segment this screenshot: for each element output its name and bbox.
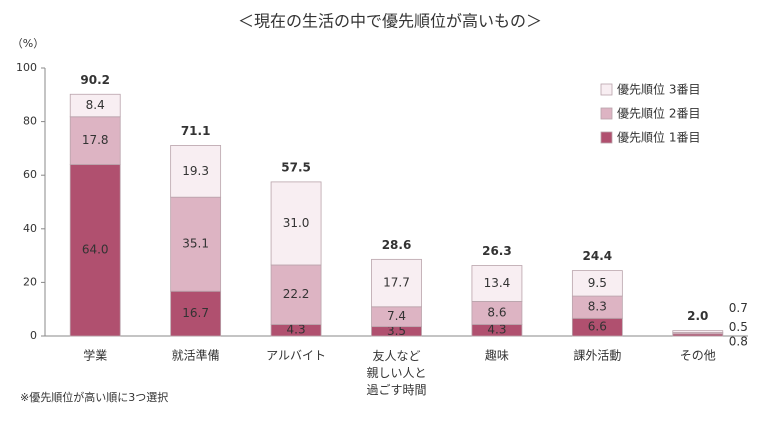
total-label: 28.6 [382,238,412,252]
total-label: 26.3 [482,244,512,258]
bar-segment [69,93,121,118]
total-label: 90.2 [80,73,110,87]
bar-segment [672,330,724,333]
value-label: 8.3 [588,300,607,314]
bar-segment [270,181,322,266]
legend-swatch [600,107,613,120]
legend-swatch [600,131,613,144]
y-axis-label: （%） [12,37,44,50]
value-label: 22.2 [283,287,310,301]
legend-label: 優先順位 1番目 [617,130,700,145]
legend-swatch [600,83,613,96]
value-label: 64.0 [82,243,109,257]
bar-segment [270,264,322,325]
value-label: 13.4 [484,276,511,290]
value-label: 8.6 [487,305,506,319]
total-label: 24.4 [583,249,613,263]
y-tick-label: 60 [23,168,37,181]
x-tick-label: 就活準備 [172,348,220,363]
x-tick-label: 学業 [83,348,107,363]
value-label: 4.3 [287,323,306,337]
chart-title: ＜現在の生活の中で優先順位が高いもの＞ [238,12,542,31]
value-label: 19.3 [182,164,209,178]
x-tick-label: 趣味 [485,348,509,363]
total-label: 2.0 [687,309,708,323]
bar-segment [69,164,121,337]
bar-segment [471,265,523,302]
footnote: ※優先順位が高い順に3つ選択 [20,390,168,404]
bar-segment [170,290,222,337]
value-label: 17.7 [383,276,410,290]
value-label: 17.8 [82,133,109,147]
value-label: 0.7 [729,301,748,315]
value-label: 16.7 [182,306,209,320]
value-label: 9.5 [588,276,607,290]
x-tick-label: 友人など親しい人と過ごす時間 [366,349,426,397]
value-label: 35.1 [182,237,209,251]
bar-segment [170,196,222,292]
bar-segment [371,258,422,308]
y-tick-label: 40 [23,222,37,235]
value-label: 0.8 [729,334,748,348]
x-tick-label: 課外活動 [573,348,621,363]
value-label: 4.3 [487,323,506,337]
total-label: 57.5 [281,160,311,174]
legend-label: 優先順位 2番目 [617,106,700,121]
value-label: 31.0 [283,216,310,230]
bar-segment [170,145,222,198]
value-label: 7.4 [387,309,406,323]
total-label: 71.1 [181,124,211,138]
y-tick-label: 20 [23,275,37,288]
y-tick-label: 100 [16,61,37,74]
x-tick-label: その他 [680,349,716,363]
legend-label: 優先順位 3番目 [617,82,700,97]
value-label: 3.5 [387,324,406,338]
value-label: 8.4 [86,98,105,112]
value-label: 0.5 [729,320,748,334]
bar-segment [571,270,623,297]
x-tick-label: アルバイト [266,349,326,363]
bar-segment [69,116,121,165]
y-tick-label: 80 [23,115,37,128]
value-label: 6.6 [588,320,607,334]
y-tick-label: 0 [30,329,37,342]
